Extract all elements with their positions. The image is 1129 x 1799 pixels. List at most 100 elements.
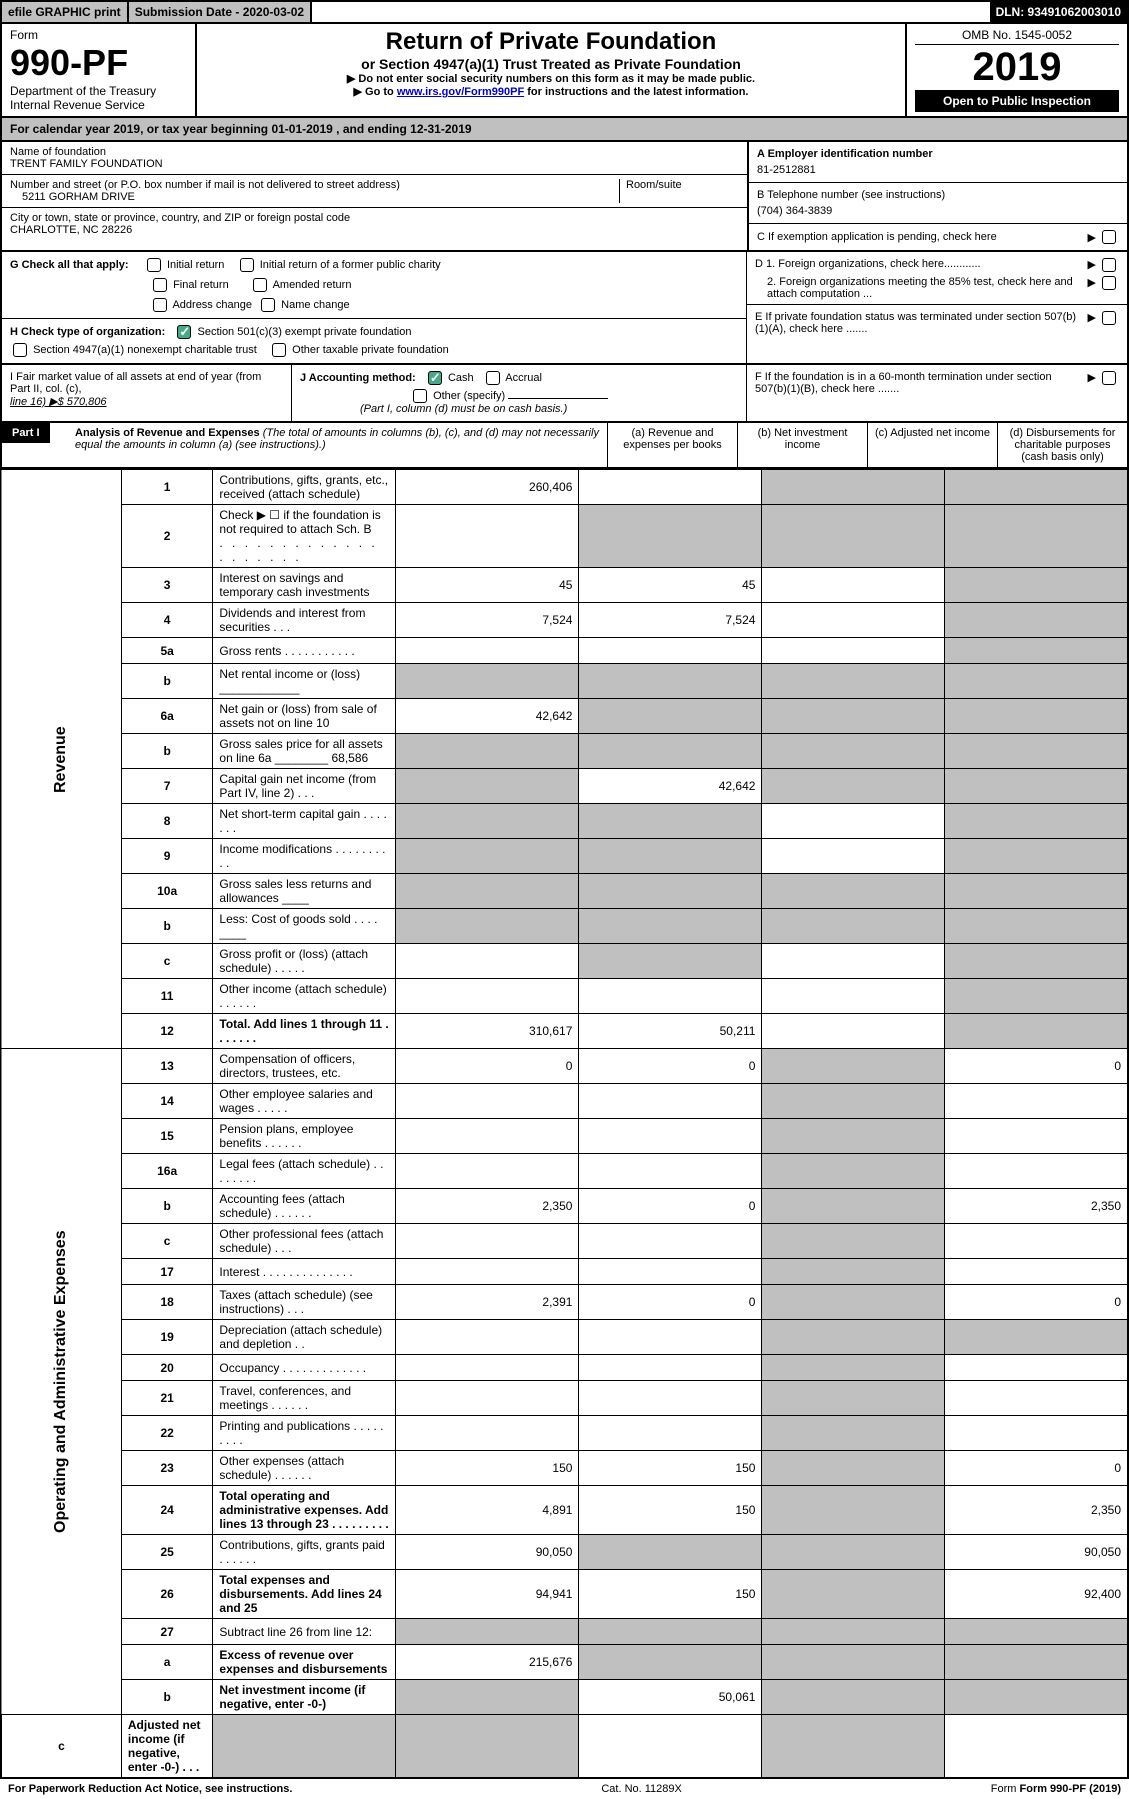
d2-checkbox[interactable] <box>1102 276 1116 290</box>
table-row: 9Income modifications . . . . . . . . . … <box>1 839 1128 874</box>
f-checkbox[interactable] <box>1102 371 1116 385</box>
amount-cell: 50,061 <box>579 1680 762 1715</box>
amount-cell <box>762 1416 945 1451</box>
amount-cell <box>762 1119 945 1154</box>
table-row: Operating and Administrative Expenses13C… <box>1 1049 1128 1084</box>
amount-cell <box>396 979 579 1014</box>
efile-label: efile GRAPHIC print <box>2 2 129 22</box>
amount-cell: 150 <box>579 1451 762 1486</box>
g-name-checkbox[interactable] <box>261 298 275 312</box>
h-501c3-checkbox[interactable] <box>177 325 191 339</box>
g-initial-checkbox[interactable] <box>147 258 161 272</box>
amount-cell <box>579 1119 762 1154</box>
g-address-checkbox[interactable] <box>153 298 167 312</box>
h-other-checkbox[interactable] <box>272 343 286 357</box>
amount-cell <box>396 1224 579 1259</box>
amount-cell <box>762 1715 945 1779</box>
amount-cell <box>396 909 579 944</box>
part1-tag: Part I <box>2 423 50 443</box>
amount-cell <box>579 839 762 874</box>
amount-cell <box>579 979 762 1014</box>
amount-cell <box>579 1154 762 1189</box>
line-description: Total expenses and disbursements. Add li… <box>213 1570 396 1619</box>
table-row: bNet investment income (if negative, ent… <box>1 1680 1128 1715</box>
line-number: 12 <box>121 1014 213 1049</box>
table-row: 23Other expenses (attach schedule) . . .… <box>1 1451 1128 1486</box>
amount-cell <box>945 1680 1128 1715</box>
g-final-checkbox[interactable] <box>153 278 167 292</box>
amount-cell <box>579 1355 762 1381</box>
line-number: 27 <box>121 1619 213 1645</box>
j-accrual-checkbox[interactable] <box>486 371 500 385</box>
line-number: 25 <box>121 1535 213 1570</box>
amount-cell <box>396 1119 579 1154</box>
table-row: 27Subtract line 26 from line 12: <box>1 1619 1128 1645</box>
e-label: E If private foundation status was termi… <box>755 311 1085 335</box>
amount-cell <box>762 944 945 979</box>
line-number: 19 <box>121 1320 213 1355</box>
line-description: Dividends and interest from securities .… <box>213 603 396 638</box>
amount-cell <box>579 638 762 664</box>
amount-cell: 150 <box>396 1451 579 1486</box>
line-number: 5a <box>121 638 213 664</box>
amount-cell <box>396 874 579 909</box>
line-number: 16a <box>121 1154 213 1189</box>
amount-cell <box>945 505 1128 568</box>
table-row: cOther professional fees (attach schedul… <box>1 1224 1128 1259</box>
line-number: 3 <box>121 568 213 603</box>
d1-checkbox[interactable] <box>1102 258 1116 272</box>
g-amended-checkbox[interactable] <box>253 278 267 292</box>
amount-cell <box>945 699 1128 734</box>
amount-cell <box>762 603 945 638</box>
line-description: Taxes (attach schedule) (see instruction… <box>213 1285 396 1320</box>
room-label: Room/suite <box>619 179 739 203</box>
amount-cell <box>579 944 762 979</box>
amount-cell <box>396 734 579 769</box>
amount-cell <box>945 1645 1128 1680</box>
amount-cell <box>945 804 1128 839</box>
amount-cell <box>396 1084 579 1119</box>
amount-cell <box>945 470 1128 505</box>
c-label: C If exemption application is pending, c… <box>757 231 1085 243</box>
amount-cell <box>579 505 762 568</box>
line-description: Income modifications . . . . . . . . . . <box>213 839 396 874</box>
amount-cell: 42,642 <box>396 699 579 734</box>
amount-cell <box>213 1715 396 1779</box>
table-row: 24Total operating and administrative exp… <box>1 1486 1128 1535</box>
amount-cell <box>762 1451 945 1486</box>
e-checkbox[interactable] <box>1102 311 1116 325</box>
phone-value: (704) 364-3839 <box>757 201 1119 217</box>
addr-label: Number and street (or P.O. box number if… <box>10 179 619 191</box>
name-label: Name of foundation <box>10 146 739 158</box>
amount-cell <box>579 1259 762 1285</box>
part1-header: Part I Analysis of Revenue and Expenses … <box>0 423 1129 469</box>
line-number: b <box>121 1189 213 1224</box>
amount-cell <box>396 1619 579 1645</box>
j-other-checkbox[interactable] <box>413 389 427 403</box>
amount-cell <box>945 909 1128 944</box>
table-row: 8Net short-term capital gain . . . . . .… <box>1 804 1128 839</box>
table-row: 10aGross sales less returns and allowanc… <box>1 874 1128 909</box>
amount-cell: 45 <box>396 568 579 603</box>
top-bar: efile GRAPHIC print Submission Date - 20… <box>0 0 1129 24</box>
amount-cell <box>762 839 945 874</box>
table-row: 21Travel, conferences, and meetings . . … <box>1 1381 1128 1416</box>
amount-cell: 0 <box>945 1285 1128 1320</box>
amount-cell <box>762 734 945 769</box>
line-description: Capital gain net income (from Part IV, l… <box>213 769 396 804</box>
amount-cell <box>579 1416 762 1451</box>
line-number: 14 <box>121 1084 213 1119</box>
amount-cell: 50,211 <box>579 1014 762 1049</box>
amount-cell <box>579 1715 762 1779</box>
h-4947-checkbox[interactable] <box>13 343 27 357</box>
amount-cell <box>945 769 1128 804</box>
dln: DLN: 93491062003010 <box>990 2 1127 22</box>
g-initial-former-checkbox[interactable] <box>240 258 254 272</box>
amount-cell <box>396 1381 579 1416</box>
dept-label: Department of the Treasury <box>10 84 187 98</box>
amount-cell: 90,050 <box>945 1535 1128 1570</box>
irs-link[interactable]: www.irs.gov/Form990PF <box>397 86 524 98</box>
c-checkbox[interactable] <box>1102 230 1116 244</box>
line-description: Pension plans, employee benefits . . . .… <box>213 1119 396 1154</box>
j-cash-checkbox[interactable] <box>428 371 442 385</box>
